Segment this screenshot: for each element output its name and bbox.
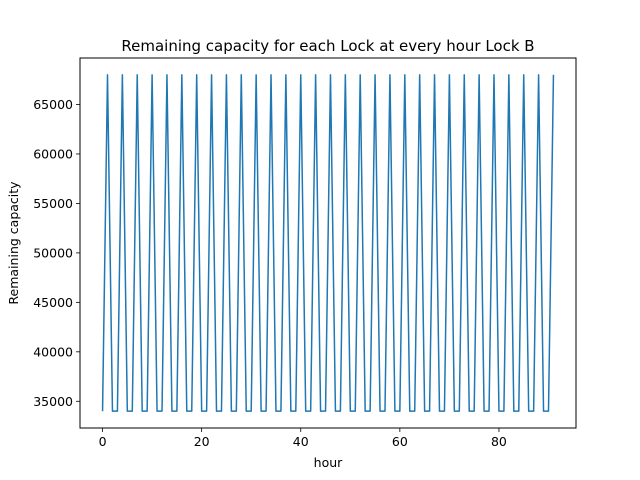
y-tick-label: 35000	[33, 394, 73, 409]
axes-frame	[79, 57, 577, 429]
series-line-0	[101, 74, 555, 412]
y-tick-label: 50000	[33, 245, 73, 260]
x-tick-label: 0	[99, 434, 107, 449]
x-tick-label: 60	[392, 434, 408, 449]
y-axis: 35000 40000 45000 50000 55000 60000 65000	[33, 97, 80, 409]
x-axis: 0 20 40 60 80	[99, 428, 507, 449]
plot-area	[101, 74, 555, 412]
chart-title: Remaining capacity for each Lock at ever…	[121, 37, 534, 55]
x-tick-label: 40	[293, 434, 309, 449]
x-axis-title: hour	[314, 455, 343, 470]
y-tick-label: 65000	[33, 97, 73, 112]
y-tick-label: 45000	[33, 295, 73, 310]
y-tick-label: 60000	[33, 146, 73, 161]
y-axis-title: Remaining capacity	[6, 181, 21, 305]
x-tick-label: 80	[491, 434, 507, 449]
x-tick-label: 20	[194, 434, 210, 449]
y-tick-label: 55000	[33, 196, 73, 211]
y-tick-label: 40000	[33, 344, 73, 359]
